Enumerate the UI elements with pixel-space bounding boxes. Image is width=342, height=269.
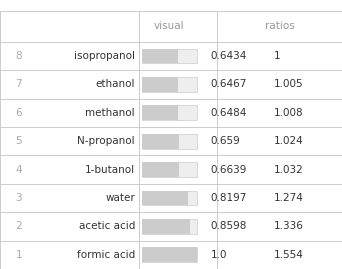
Text: 8: 8 [15, 51, 22, 61]
Text: formic acid: formic acid [77, 250, 135, 260]
Bar [142, 134, 197, 148]
Text: 1.024: 1.024 [274, 136, 303, 146]
Text: water: water [105, 193, 135, 203]
Text: 6: 6 [15, 108, 22, 118]
Text: 1.274: 1.274 [274, 193, 303, 203]
Text: methanol: methanol [86, 108, 135, 118]
Text: 0.6467: 0.6467 [210, 79, 247, 89]
Text: 1-butanol: 1-butanol [85, 165, 135, 175]
Bar [142, 190, 197, 205]
Text: 0.6434: 0.6434 [210, 51, 247, 61]
Bar [142, 134, 178, 148]
Bar [142, 48, 197, 63]
Text: 1: 1 [15, 250, 22, 260]
Bar [142, 77, 197, 92]
Text: 0.6639: 0.6639 [210, 165, 247, 175]
Text: 1.0: 1.0 [210, 250, 227, 260]
Text: N-propanol: N-propanol [78, 136, 135, 146]
Text: isopropanol: isopropanol [74, 51, 135, 61]
Text: 3: 3 [15, 193, 22, 203]
Text: 5: 5 [15, 136, 22, 146]
Text: ethanol: ethanol [96, 79, 135, 89]
Text: 1.336: 1.336 [274, 221, 303, 231]
Bar [142, 105, 197, 120]
Text: ratios: ratios [265, 21, 294, 31]
Text: 0.8598: 0.8598 [210, 221, 247, 231]
Text: 1.032: 1.032 [274, 165, 303, 175]
Text: acetic acid: acetic acid [79, 221, 135, 231]
Text: 0.6484: 0.6484 [210, 108, 247, 118]
Text: 2: 2 [15, 221, 22, 231]
Bar [142, 247, 197, 262]
Text: 7: 7 [15, 79, 22, 89]
Bar [142, 105, 177, 120]
Text: 1.554: 1.554 [274, 250, 303, 260]
Bar [142, 77, 177, 92]
Bar [142, 190, 187, 205]
Text: 1.008: 1.008 [274, 108, 303, 118]
Text: 0.659: 0.659 [210, 136, 240, 146]
Text: 1: 1 [274, 51, 280, 61]
Text: visual: visual [154, 21, 185, 31]
Text: 1.005: 1.005 [274, 79, 303, 89]
Bar [142, 247, 197, 262]
Bar [142, 48, 177, 63]
Bar [142, 162, 178, 177]
Bar [142, 219, 197, 234]
Bar [142, 219, 189, 234]
Bar [142, 162, 197, 177]
Text: 0.8197: 0.8197 [210, 193, 247, 203]
Text: 4: 4 [15, 165, 22, 175]
